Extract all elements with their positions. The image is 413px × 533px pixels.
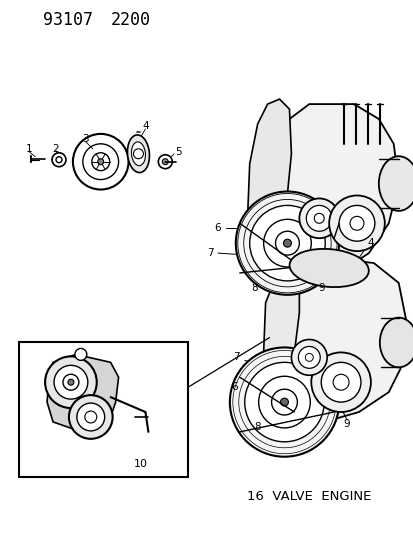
Circle shape xyxy=(328,196,384,251)
Circle shape xyxy=(271,389,297,415)
Text: 4: 4 xyxy=(367,238,373,248)
Text: 2200: 2200 xyxy=(110,11,150,29)
Circle shape xyxy=(258,376,310,428)
Text: 8: 8 xyxy=(251,283,257,293)
Circle shape xyxy=(249,205,325,281)
Circle shape xyxy=(63,374,78,390)
Text: 4: 4 xyxy=(142,121,148,131)
Text: 2: 2 xyxy=(52,144,59,154)
Circle shape xyxy=(299,198,338,238)
Circle shape xyxy=(332,374,348,390)
Bar xyxy=(19,343,188,477)
Polygon shape xyxy=(47,354,118,430)
Text: 7: 7 xyxy=(233,352,240,362)
Circle shape xyxy=(68,379,74,385)
Text: 6: 6 xyxy=(231,382,237,392)
Circle shape xyxy=(298,346,320,368)
Polygon shape xyxy=(263,268,299,392)
Circle shape xyxy=(311,352,370,412)
Circle shape xyxy=(306,205,331,231)
Text: 6: 6 xyxy=(214,223,221,233)
Circle shape xyxy=(52,153,66,167)
Circle shape xyxy=(275,231,299,255)
Circle shape xyxy=(97,159,103,165)
Polygon shape xyxy=(264,104,398,278)
Circle shape xyxy=(263,219,311,267)
Text: 7: 7 xyxy=(206,248,213,258)
Circle shape xyxy=(73,134,128,190)
Circle shape xyxy=(75,349,87,360)
Circle shape xyxy=(85,411,97,423)
Circle shape xyxy=(54,365,88,399)
Circle shape xyxy=(162,159,168,165)
Text: 16  VALVE  ENGINE: 16 VALVE ENGINE xyxy=(247,490,370,503)
Ellipse shape xyxy=(378,156,413,211)
Polygon shape xyxy=(247,99,291,263)
Text: 9: 9 xyxy=(343,419,349,429)
Circle shape xyxy=(77,403,104,431)
Text: 10: 10 xyxy=(133,459,147,469)
Text: 93107: 93107 xyxy=(43,11,93,29)
Circle shape xyxy=(313,213,323,223)
Circle shape xyxy=(158,155,172,168)
Ellipse shape xyxy=(131,142,145,166)
Text: 1: 1 xyxy=(26,144,33,154)
Circle shape xyxy=(133,149,143,159)
Circle shape xyxy=(235,191,338,295)
Circle shape xyxy=(229,348,338,457)
Circle shape xyxy=(56,157,62,163)
Circle shape xyxy=(338,205,374,241)
Circle shape xyxy=(320,362,360,402)
Circle shape xyxy=(291,340,326,375)
Ellipse shape xyxy=(289,249,368,287)
Circle shape xyxy=(349,216,363,230)
Ellipse shape xyxy=(127,135,149,173)
Circle shape xyxy=(280,398,288,406)
Circle shape xyxy=(92,153,109,171)
Text: 5: 5 xyxy=(174,147,181,157)
Circle shape xyxy=(83,144,118,180)
Polygon shape xyxy=(279,258,406,422)
Circle shape xyxy=(244,362,323,442)
Text: 3: 3 xyxy=(82,134,89,144)
Text: 8: 8 xyxy=(254,422,260,432)
Circle shape xyxy=(45,357,97,408)
Circle shape xyxy=(69,395,112,439)
Ellipse shape xyxy=(379,318,413,367)
Circle shape xyxy=(305,353,313,361)
Circle shape xyxy=(283,239,291,247)
Text: 9: 9 xyxy=(317,283,324,293)
